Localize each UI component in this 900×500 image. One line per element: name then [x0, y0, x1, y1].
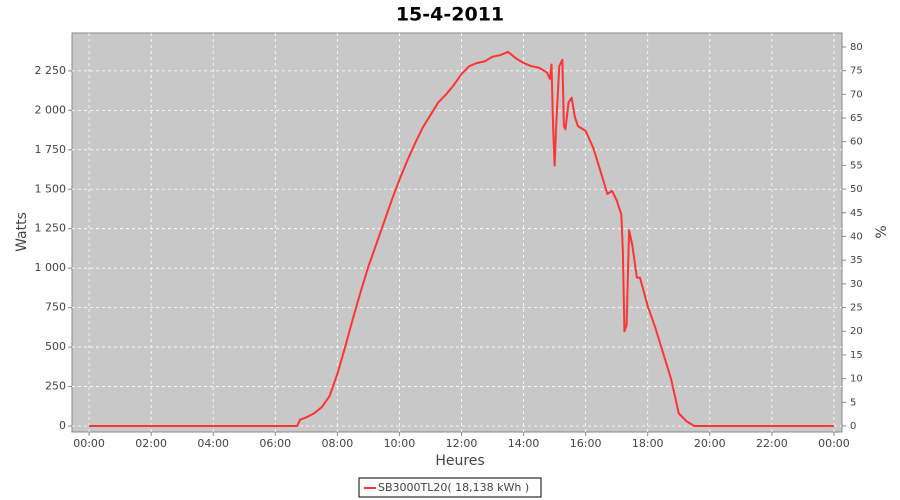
y2-tick-label: 70 — [850, 89, 863, 100]
x-tick-label: 02:00 — [135, 437, 167, 450]
y2-tick-label: 50 — [850, 184, 863, 195]
y-tick-label: 0 — [59, 419, 66, 432]
legend-label: SB3000TL20( 18,138 kWh ) — [378, 481, 529, 494]
y2-tick-label: 65 — [850, 113, 863, 124]
y2-tick-label: 75 — [850, 66, 863, 77]
x-tick-label: 14:00 — [508, 437, 540, 450]
x-tick-label: 18:00 — [632, 437, 664, 450]
y-tick-label: 1 750 — [35, 143, 67, 156]
x-tick-label: 10:00 — [384, 437, 416, 450]
y2-tick-label: 0 — [850, 421, 856, 432]
data-line — [89, 50, 834, 428]
y2-tick-label: 30 — [850, 279, 863, 290]
y-tick-label: 1 250 — [35, 222, 67, 235]
y2-tick-label: 45 — [850, 208, 863, 219]
x-tick-label: 00:00 — [818, 437, 850, 450]
y-tick-label: 1 500 — [35, 182, 67, 195]
y2-tick-label: 25 — [850, 303, 863, 314]
chart-title: 15-4-2011 — [396, 4, 504, 26]
x-tick-label: 16:00 — [570, 437, 602, 450]
plot-area — [71, 32, 843, 433]
y2-tick-label: 60 — [850, 137, 863, 148]
x-axis-title: Heures — [435, 453, 484, 469]
y2-tick-label: 80 — [850, 42, 863, 53]
x-tick-label: 00:00 — [73, 437, 105, 450]
y-tick-label: 500 — [45, 340, 66, 353]
y2-tick-label: 40 — [850, 231, 863, 242]
y2-tick-label: 35 — [850, 255, 863, 266]
x-tick-label: 04:00 — [197, 437, 229, 450]
y2-tick-label: 5 — [850, 397, 856, 408]
y-tick-label: 2 000 — [35, 103, 67, 116]
y-tick-label: 1 000 — [35, 261, 67, 274]
x-tick-label: 12:00 — [446, 437, 478, 450]
x-tick-label: 06:00 — [259, 437, 291, 450]
x-tick-label: 20:00 — [694, 437, 726, 450]
y-tick-label: 250 — [45, 380, 66, 393]
y2-tick-label: 15 — [850, 350, 863, 361]
y2-axis-title: % — [874, 225, 890, 238]
y2-tick-label: 10 — [850, 374, 863, 385]
y-tick-label: 2 250 — [35, 64, 67, 77]
legend — [358, 477, 542, 498]
y2-tick-label: 20 — [850, 326, 863, 337]
x-tick-label: 08:00 — [322, 437, 354, 450]
x-tick-label: 22:00 — [756, 437, 788, 450]
y2-tick-label: 55 — [850, 160, 863, 171]
y-axis-title: Watts — [14, 212, 30, 252]
y-tick-label: 750 — [45, 301, 66, 314]
